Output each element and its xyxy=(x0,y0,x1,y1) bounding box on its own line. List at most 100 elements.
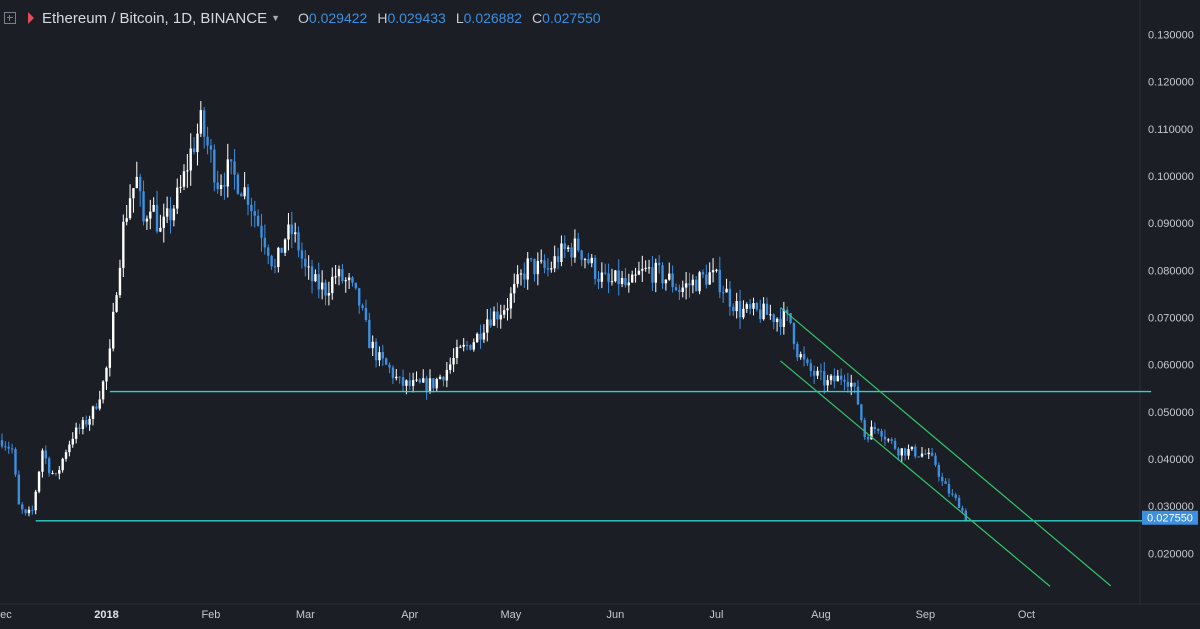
candle-body xyxy=(944,481,947,484)
open-value: 0.029422 xyxy=(308,10,368,26)
candle-body xyxy=(354,282,358,289)
candle-body xyxy=(425,378,428,392)
toggle-panel-icon[interactable] xyxy=(4,12,16,24)
candle-body xyxy=(307,266,310,268)
candle-body xyxy=(583,259,587,261)
candle-body xyxy=(674,287,678,291)
candle-body xyxy=(897,448,900,456)
candle-body xyxy=(216,182,219,190)
candle-body xyxy=(54,473,58,475)
legend-bar: Ethereum / Bitcoin, 1D, BINANCE ▼ O0.029… xyxy=(4,8,601,28)
candle-body xyxy=(806,359,809,364)
candle-body xyxy=(492,311,496,326)
candle-body xyxy=(310,266,314,282)
candle-body xyxy=(91,406,95,419)
candle-body xyxy=(681,287,684,293)
candle-body xyxy=(442,376,445,381)
candle-body xyxy=(395,376,398,379)
time-axis[interactable]: Dec 2018 Feb Mar Apr May Jun Jul Aug Sep Oct xyxy=(0,609,1035,621)
drawing-tools[interactable] xyxy=(35,307,1152,587)
candle-body xyxy=(519,273,523,275)
candle-body xyxy=(745,304,748,309)
candle-body xyxy=(459,346,462,348)
candle-body xyxy=(243,187,246,197)
candle-body xyxy=(361,305,364,309)
candle-body xyxy=(580,250,583,260)
candle-body xyxy=(819,370,823,372)
candle-body xyxy=(637,270,641,275)
candle-body xyxy=(725,288,728,293)
candle-body xyxy=(341,269,344,282)
candle-body xyxy=(823,371,826,386)
candle-body xyxy=(176,187,179,209)
price-tick-label: 0.130000 xyxy=(1148,30,1194,42)
candle-body xyxy=(829,375,833,381)
candle-body xyxy=(37,471,41,492)
candle-body xyxy=(853,382,856,387)
candle-body xyxy=(165,208,169,217)
time-tick-label: Jun xyxy=(606,609,624,621)
candle-body xyxy=(273,266,277,268)
last-price-tag-label: 0.027550 xyxy=(1147,513,1193,525)
candle-body xyxy=(526,258,529,280)
candle-body xyxy=(715,269,718,271)
price-axis[interactable]: 0.130000 0.120000 0.110000 0.100000 0.090000… xyxy=(1148,30,1194,561)
channel-trend-line[interactable] xyxy=(780,307,1112,587)
candle-body xyxy=(297,232,300,251)
candle-body xyxy=(112,311,115,349)
candle-body xyxy=(772,314,775,323)
candle-body xyxy=(802,354,806,360)
candle-body xyxy=(651,267,654,283)
candle-body xyxy=(769,314,772,316)
candle-body xyxy=(907,449,910,456)
candle-body xyxy=(125,218,128,222)
candle-body xyxy=(752,303,755,309)
candle-body xyxy=(779,318,782,328)
candle-body xyxy=(951,493,954,495)
candle-body xyxy=(206,136,209,146)
candle-body xyxy=(701,272,705,275)
channel-trend-line[interactable] xyxy=(780,360,1051,587)
candle-body xyxy=(364,308,368,320)
candle-body xyxy=(482,332,486,340)
candle-body xyxy=(560,243,563,262)
candle-body xyxy=(155,204,159,232)
candle-body xyxy=(782,309,786,328)
candle-body xyxy=(449,364,452,370)
candle-body xyxy=(138,176,142,192)
candle-body xyxy=(866,437,870,440)
candle-body xyxy=(546,268,550,270)
candle-body xyxy=(418,379,422,383)
symbol-title[interactable]: Ethereum / Bitcoin, 1D, BINANCE xyxy=(42,9,268,27)
candle-body xyxy=(711,270,715,273)
candle-body xyxy=(887,439,890,441)
candle-body xyxy=(203,110,206,137)
last-price-tag-box xyxy=(1142,510,1198,525)
candle-body xyxy=(738,300,742,318)
price-tick-label: 0.040000 xyxy=(1148,454,1194,466)
candle-body xyxy=(873,426,877,430)
candle-body xyxy=(856,386,860,405)
candle-body xyxy=(47,458,51,474)
candle-body xyxy=(627,282,631,286)
candle-body xyxy=(513,283,516,294)
chevron-down-icon[interactable]: ▼ xyxy=(271,13,281,23)
candle-body xyxy=(128,198,132,219)
candle-body xyxy=(27,509,31,514)
time-tick-label: Sep xyxy=(916,609,936,621)
candle-body xyxy=(883,436,887,440)
candle-body xyxy=(256,215,260,226)
candle-body xyxy=(610,281,614,283)
candle-body xyxy=(334,276,337,278)
candle-body xyxy=(759,309,762,320)
candle-body xyxy=(604,272,607,274)
candle-body xyxy=(226,159,229,187)
candle-body xyxy=(836,375,839,382)
candle-body xyxy=(937,464,941,477)
candle-body xyxy=(253,211,256,216)
candle-body xyxy=(374,341,378,361)
candle-body xyxy=(809,363,812,371)
